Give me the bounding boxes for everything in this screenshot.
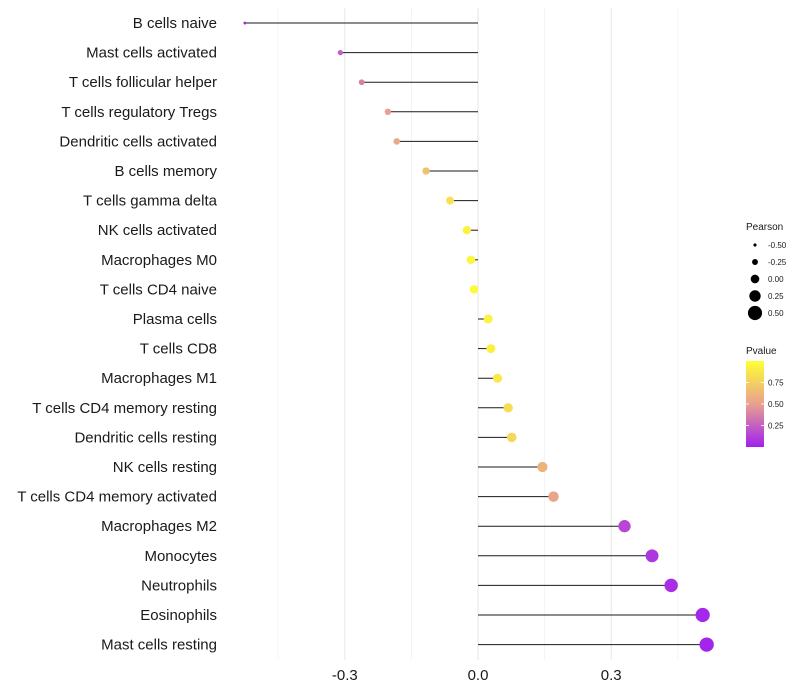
lollipop-dot [548,491,559,502]
dots [243,21,714,652]
x-tick-label: -0.3 [332,667,358,684]
category-label: Monocytes [144,548,217,565]
lollipop-dot [537,461,548,473]
lollipop-dot [486,344,496,354]
pvalue-legend-label: 0.50 [768,400,784,409]
lollipop-dot [469,285,479,294]
pearson-legend-label: -0.25 [768,258,787,267]
pearson-legend-dot [750,274,760,284]
lollipop-dot [664,578,678,593]
x-tick-label: 0.0 [468,667,489,684]
pvalue-legend-label: 0.75 [768,379,784,388]
category-label: Macrophages M1 [101,370,217,387]
lollipop-dot [243,21,247,25]
lollipop-dot [695,607,710,623]
lollipop-dot [393,138,401,145]
lollipop-dot [384,108,392,116]
category-label: Plasma cells [133,311,217,328]
lollipop-dot [446,196,455,205]
pearson-legend-label: 0.25 [768,292,784,301]
pearson-legend-title: Pearson [746,222,783,233]
category-label: T cells CD4 memory activated [17,489,217,506]
lollipop-dot [337,49,343,56]
pearson-legend-dot [752,259,758,265]
lollipop-dot [466,255,476,265]
pvalue-colorbar [746,361,764,447]
category-label: T cells CD4 memory resting [32,400,217,417]
category-label: NK cells resting [113,459,217,476]
pearson-legend-label: 0.00 [768,275,784,284]
lollipop-dot [462,226,472,235]
category-label: Eosinophils [140,607,217,624]
category-label: B cells memory [114,163,217,180]
category-label: Dendritic cells activated [59,133,217,150]
category-label: Dendritic cells resting [74,429,217,446]
lollipop-dot [699,637,714,652]
category-label: NK cells activated [98,222,217,239]
category-label: T cells CD4 naive [100,281,217,298]
pearson-legend-dot [749,290,761,302]
lollipop-dot [618,520,631,533]
category-label: T cells regulatory Tregs [61,104,217,121]
category-label: Mast cells resting [101,637,217,654]
pearson-legend-label: -0.50 [768,241,787,250]
category-label: T cells gamma delta [83,193,218,210]
category-label: Macrophages M0 [101,252,217,269]
pearson-legend-dot [747,305,763,321]
x-axis-ticks: -0.3 0.0 0.3 [332,667,622,684]
category-labels: B cells naive Mast cells activated T cells… [17,15,217,654]
category-label: T cells CD8 [140,341,217,358]
lollipop-dot [645,549,659,563]
pvalue-legend: Pvalue 0.25 0.50 0.75 [746,346,784,447]
lollipop-dot [503,403,513,413]
pvalue-legend-title: Pvalue [746,346,777,357]
lollipop-dot [492,373,503,383]
lollipop-dot [483,314,493,324]
category-label: Neutrophils [141,577,217,594]
category-label: B cells naive [133,15,217,32]
category-label: Macrophages M2 [101,518,217,535]
pearson-legend-dot [753,243,757,247]
grid-lines [277,8,679,660]
lollipop-dot [422,167,430,175]
pvalue-legend-label: 0.25 [768,422,784,431]
category-label: Mast cells activated [86,45,217,62]
category-label: T cells follicular helper [69,74,217,91]
stems [244,22,707,646]
lollipop-dot [507,432,517,443]
lollipop-dot [358,79,365,86]
pearson-legend: Pearson -0.50 -0.25 0.00 0.25 0.50 [746,222,787,321]
pearson-legend-label: 0.50 [768,309,784,318]
x-tick-label: 0.3 [601,667,622,684]
